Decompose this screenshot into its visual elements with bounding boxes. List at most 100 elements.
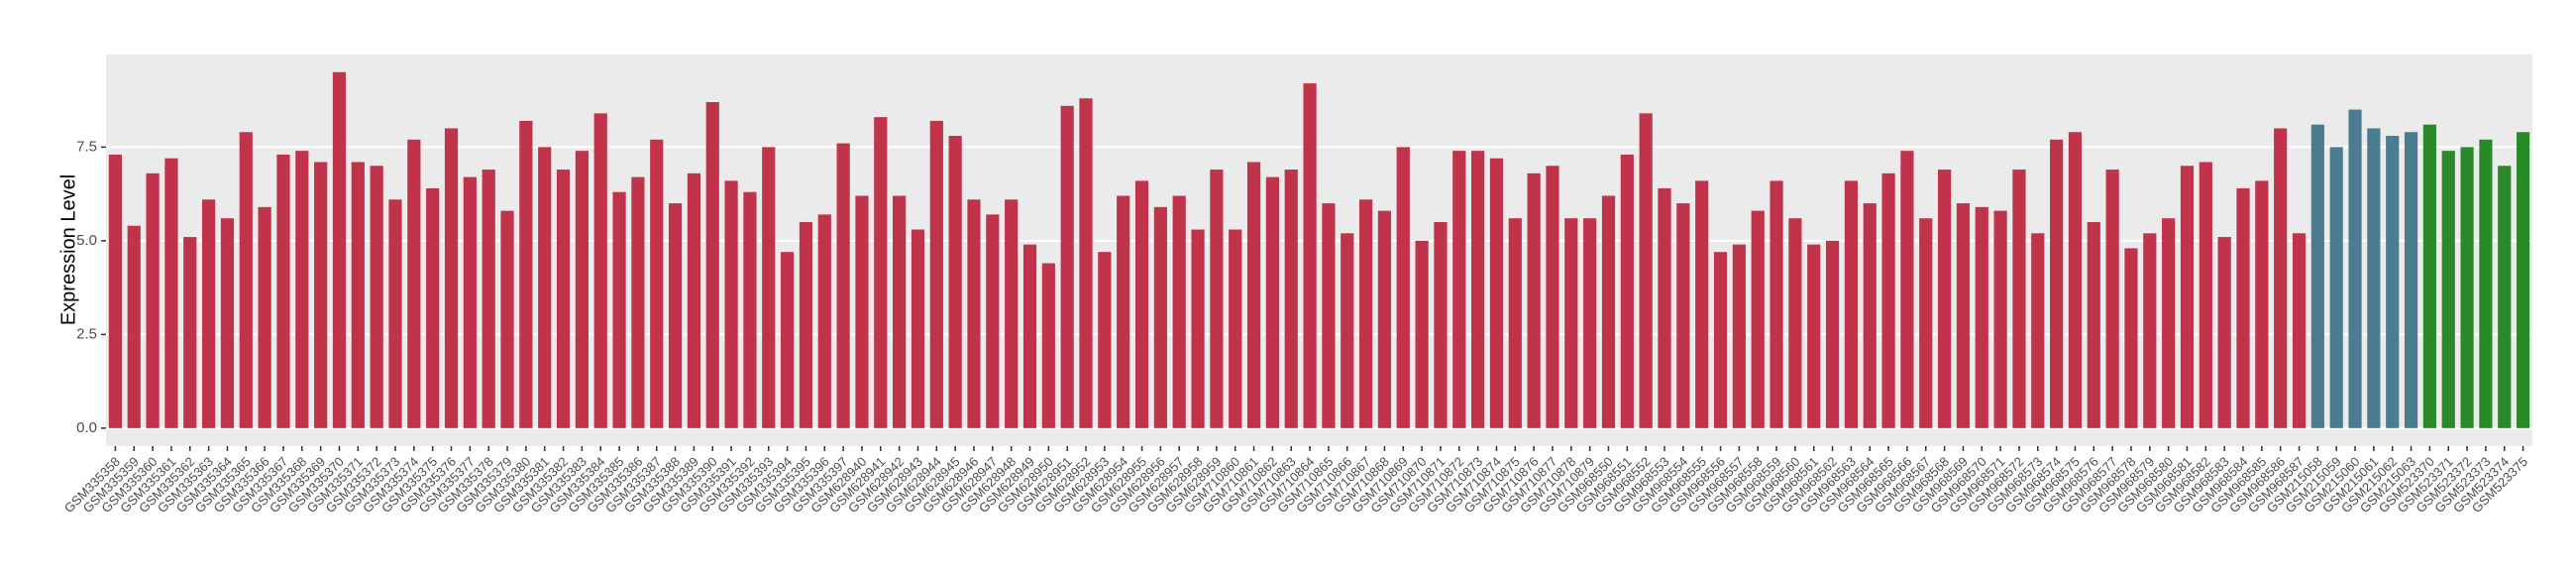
bar	[276, 154, 290, 428]
bar	[1303, 83, 1317, 428]
bar	[1265, 176, 1279, 428]
bar	[1975, 206, 1988, 428]
bar	[2162, 218, 2176, 428]
bar	[593, 113, 607, 428]
y-tick-label: 5.0	[76, 232, 97, 249]
bar	[1807, 244, 1821, 428]
bar	[836, 143, 850, 428]
bar	[1005, 199, 1019, 428]
bar	[1134, 180, 1149, 428]
y-axis-title: Expression Level	[57, 174, 79, 325]
bar	[631, 176, 645, 428]
bar	[183, 237, 197, 428]
bar	[2422, 124, 2436, 428]
bar	[1732, 244, 1746, 428]
y-tick-label: 2.5	[76, 325, 97, 342]
bar	[817, 214, 831, 428]
bar	[1508, 218, 1522, 428]
bar	[2050, 139, 2064, 428]
bar	[2329, 147, 2343, 428]
bar	[1041, 263, 1055, 428]
bar	[482, 170, 495, 428]
bar	[1060, 105, 1074, 428]
bar	[2460, 147, 2474, 428]
bar	[1359, 199, 1373, 428]
bar	[2143, 233, 2157, 428]
bar	[687, 172, 701, 428]
bar	[911, 229, 925, 428]
bar	[370, 166, 383, 428]
y-tick-label: 0.0	[76, 419, 97, 436]
bar	[1956, 203, 1971, 428]
bar	[1153, 206, 1167, 428]
bar	[239, 132, 253, 428]
bar	[2386, 136, 2400, 428]
bar	[1284, 170, 1298, 428]
bar	[2255, 180, 2269, 428]
bar	[1191, 229, 1205, 428]
bar	[519, 120, 533, 428]
bar	[1937, 170, 1952, 428]
bar	[743, 191, 757, 428]
bar	[1415, 240, 1429, 428]
bar	[538, 147, 552, 428]
bar	[724, 180, 738, 428]
bar	[1919, 218, 1933, 428]
bar	[1246, 162, 1261, 428]
bar	[146, 172, 160, 428]
bar	[258, 206, 271, 428]
bar	[799, 221, 813, 428]
bar	[1993, 210, 2007, 428]
bar	[1210, 170, 1224, 428]
bar	[1396, 147, 1410, 428]
bar	[332, 71, 347, 428]
bar	[1601, 195, 1616, 428]
bar	[2310, 124, 2324, 428]
bar	[1434, 221, 1448, 428]
bar	[1229, 229, 1242, 428]
bar	[781, 252, 795, 428]
bar	[1825, 240, 1840, 428]
bar	[1844, 180, 1858, 428]
bar	[127, 225, 141, 428]
bar	[650, 139, 664, 428]
bar	[2068, 132, 2083, 428]
bar	[1546, 166, 1559, 428]
bar	[893, 195, 907, 428]
bar	[1583, 218, 1597, 428]
bar	[202, 199, 216, 428]
bar	[1079, 98, 1093, 428]
bar	[668, 203, 683, 428]
bar	[2516, 132, 2530, 428]
bar	[948, 136, 962, 428]
bar	[1564, 218, 1578, 428]
bar	[967, 199, 981, 428]
bar	[1881, 172, 1895, 428]
bar	[164, 158, 178, 428]
bar	[463, 176, 477, 428]
bar	[705, 102, 719, 428]
bar	[2087, 221, 2100, 428]
bar	[1695, 180, 1709, 428]
bar	[1172, 195, 1186, 428]
bar	[500, 210, 514, 428]
bar	[986, 214, 1000, 428]
bar	[2292, 233, 2307, 428]
bar	[612, 191, 626, 428]
bar	[1098, 252, 1112, 428]
bar	[2031, 233, 2045, 428]
bar	[2199, 162, 2212, 428]
bar	[108, 154, 123, 428]
bar	[2404, 132, 2418, 428]
bar	[2367, 128, 2381, 428]
bar	[1341, 233, 1354, 428]
bar	[1377, 210, 1392, 428]
bar	[2479, 139, 2493, 428]
bar	[1713, 252, 1728, 428]
bar	[1117, 195, 1130, 428]
bar	[351, 162, 365, 428]
bar	[2180, 166, 2195, 428]
bar	[1022, 244, 1037, 428]
bar	[874, 117, 888, 428]
